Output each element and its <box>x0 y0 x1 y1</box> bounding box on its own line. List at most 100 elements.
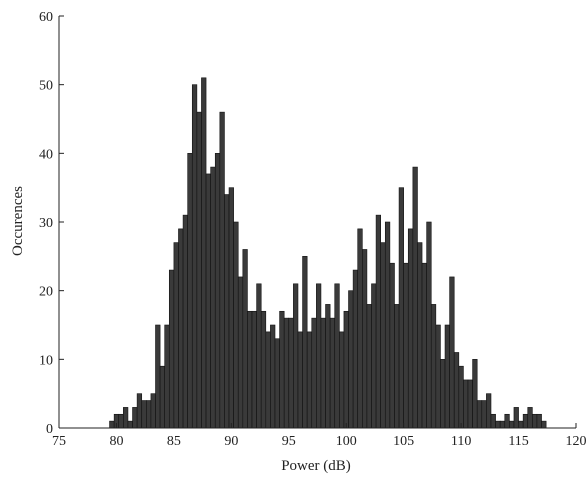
histogram-bar <box>279 310 285 429</box>
histogram-bar <box>394 304 400 429</box>
histogram-bar <box>430 304 437 429</box>
histogram-bar <box>219 111 225 429</box>
x-tick-label: 85 <box>167 434 181 449</box>
histogram-bar <box>316 283 322 429</box>
y-tick-label: 0 <box>46 422 53 437</box>
histogram-bar <box>458 365 464 429</box>
histogram-bar <box>265 331 271 429</box>
histogram-bar <box>343 310 349 429</box>
histogram-bar <box>527 407 533 429</box>
histogram-bar <box>228 187 234 429</box>
histogram-bar <box>237 276 244 429</box>
histogram-bar <box>532 413 538 429</box>
histogram-bar <box>132 407 138 429</box>
histogram-bar <box>233 221 239 429</box>
histogram-bar <box>504 413 510 429</box>
histogram-bar <box>426 221 432 429</box>
histogram-bar <box>178 228 184 429</box>
histogram-bar <box>536 413 542 429</box>
histogram-bar <box>412 166 418 429</box>
histogram-bar <box>476 400 483 429</box>
histogram-bar <box>325 304 331 429</box>
histogram-bar <box>472 359 478 429</box>
y-tick-label: 20 <box>39 285 53 300</box>
histogram-bar <box>417 242 423 429</box>
histogram-bar <box>435 324 441 429</box>
histogram-bar <box>440 359 446 429</box>
histogram-bar <box>398 187 404 429</box>
histogram-bar <box>518 420 524 429</box>
x-tick-label: 120 <box>566 434 587 449</box>
histogram-bar <box>444 324 450 429</box>
histogram-bar <box>127 420 133 429</box>
bars-group <box>109 77 547 429</box>
x-tick-label: 75 <box>52 434 66 449</box>
histogram-bar <box>187 153 193 429</box>
y-tick-label: 10 <box>39 353 53 368</box>
histogram-bar <box>509 420 515 429</box>
histogram-bar <box>201 77 207 429</box>
histogram-bar <box>274 338 280 429</box>
histogram-bar <box>467 379 473 429</box>
histogram-bar <box>205 173 211 429</box>
histogram-bar <box>224 194 230 429</box>
histogram-bar <box>499 420 506 429</box>
x-tick-label: 100 <box>336 434 357 449</box>
y-tick-label: 50 <box>39 79 53 94</box>
histogram-bar <box>320 317 326 429</box>
histogram-bar <box>210 166 216 429</box>
histogram-bar <box>311 317 317 429</box>
histogram-bar <box>352 269 359 429</box>
histogram-bar <box>380 242 386 429</box>
histogram-bar <box>366 304 372 429</box>
y-tick-label: 30 <box>39 216 53 231</box>
histogram-bar <box>375 214 381 429</box>
histogram-bar <box>348 290 354 429</box>
histogram-bar <box>339 331 345 429</box>
histogram-bar <box>453 352 460 429</box>
histogram-bar <box>522 413 529 429</box>
histogram-bar <box>541 420 547 429</box>
x-tick-label: 105 <box>393 434 414 449</box>
histogram-bar <box>288 317 294 429</box>
histogram-bar <box>141 400 147 429</box>
x-tick-label: 110 <box>451 434 471 449</box>
histogram-bar <box>256 283 262 429</box>
y-tick-label: 60 <box>39 10 53 25</box>
histogram-bar <box>449 276 455 429</box>
histogram-bar <box>214 153 221 429</box>
histogram-bar <box>146 400 152 429</box>
histogram-bar <box>164 324 170 429</box>
y-axis-title: Occurences <box>10 186 26 256</box>
histogram-bar <box>486 393 492 429</box>
histogram-bar <box>123 407 129 429</box>
x-tick-label: 90 <box>224 434 238 449</box>
histogram-bar <box>118 413 124 429</box>
histogram-bar <box>362 249 368 429</box>
histogram-bar <box>407 228 414 429</box>
x-axis-title: Power (dB) <box>281 458 351 474</box>
histogram-bar <box>173 242 179 429</box>
histogram-bar <box>283 317 290 429</box>
histogram-bar <box>481 400 487 429</box>
y-tick-label: 40 <box>39 147 53 162</box>
histogram-bar <box>293 283 299 429</box>
x-tick-label: 95 <box>282 434 296 449</box>
histogram-bar <box>191 84 198 429</box>
x-tick-label: 115 <box>508 434 528 449</box>
histogram-bar <box>403 262 409 429</box>
histogram-bar <box>371 283 377 429</box>
histogram-bar <box>242 249 248 429</box>
histogram-bar <box>306 331 313 429</box>
histogram-bar <box>159 365 166 429</box>
histogram-bar <box>297 331 303 429</box>
x-tick-label: 80 <box>109 434 123 449</box>
histogram-bar <box>168 269 175 429</box>
histogram-bar <box>389 262 395 429</box>
histogram-bar <box>260 310 267 429</box>
histogram-bar <box>136 393 143 429</box>
histogram-bar <box>329 317 336 429</box>
histogram-bar <box>495 420 501 429</box>
axes-group: 75 80 85 90 95 100 105 110 115 120 0 10 20 30 40 50 60 <box>39 10 587 449</box>
